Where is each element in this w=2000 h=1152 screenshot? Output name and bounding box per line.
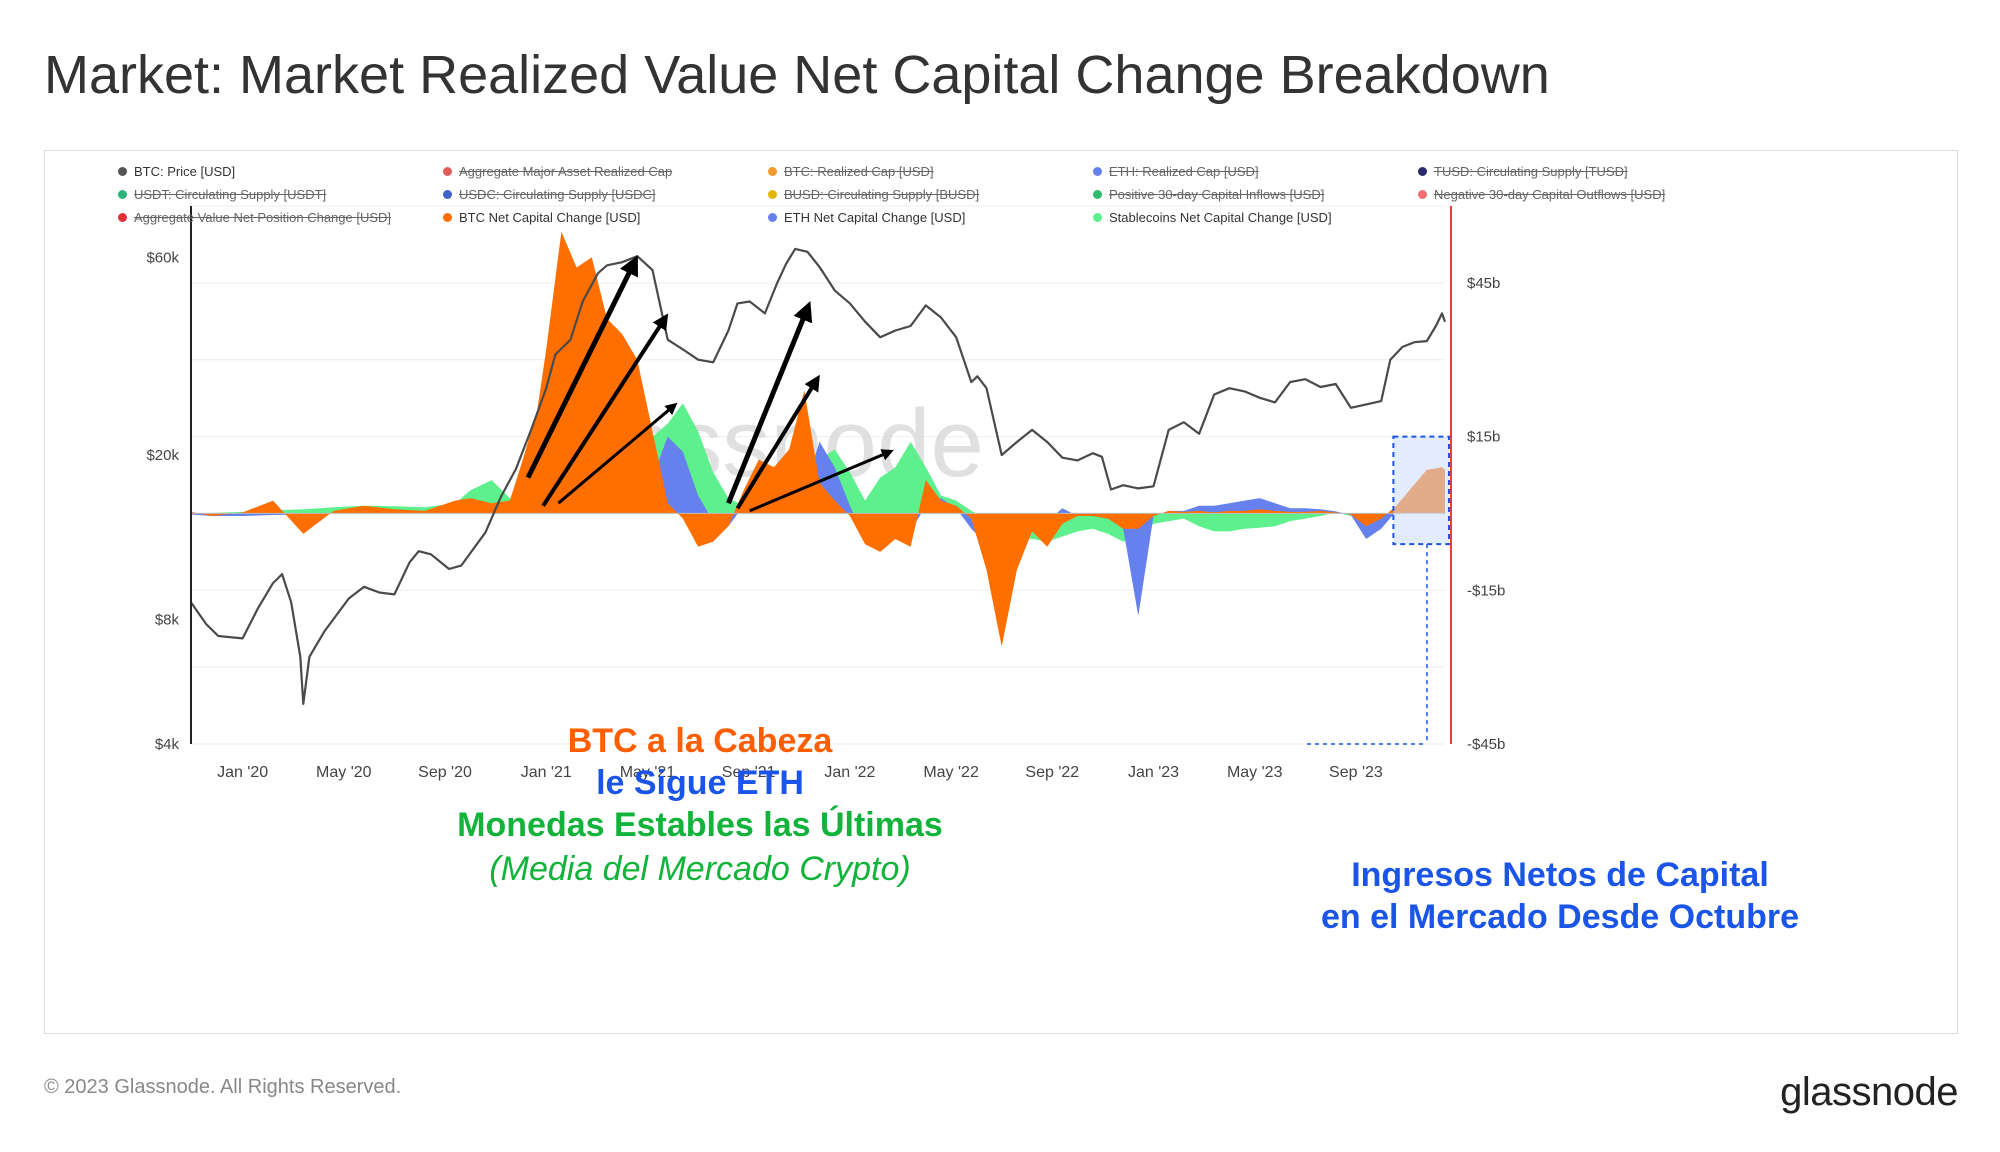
left-tick-label: $4k	[155, 736, 180, 753]
legend-item-tusd-supply[interactable]: TUSD: Circulating Supply [TUSD]	[1418, 164, 1628, 179]
legend-item-eth-net-capital[interactable]: ETH Net Capital Change [USD]	[768, 210, 965, 225]
legend-dot-icon	[1093, 213, 1102, 222]
legend-item-btc-realized-cap[interactable]: BTC: Realized Cap [USD]	[768, 164, 934, 179]
annotation-inflows-line1: Ingresos Netos de Capital	[1351, 856, 1769, 894]
legend-item-btc-price[interactable]: BTC: Price [USD]	[118, 164, 235, 179]
legend-dot-icon	[1093, 190, 1102, 199]
x-tick-label: Sep '23	[1329, 764, 1383, 781]
annotation-btc-leads: BTC a la Cabeza	[567, 722, 833, 760]
trend-arrow	[541, 313, 669, 507]
legend-dot-icon	[768, 213, 777, 222]
legend-dot-icon	[443, 190, 452, 199]
trend-arrow	[726, 301, 813, 505]
x-tick-label: May '23	[1227, 764, 1283, 781]
right-tick-label: $45b	[1467, 275, 1500, 292]
page-title: Market: Market Realized Value Net Capita…	[44, 45, 1550, 105]
legend-dot-icon	[768, 190, 777, 199]
x-tick-label: May '20	[316, 764, 372, 781]
glassnode-logo[interactable]: glassnode	[1780, 1070, 1958, 1114]
annotation-stables-last: Monedas Estables las Últimas	[457, 806, 943, 844]
legend-item-busd-supply[interactable]: BUSD: Circulating Supply [BUSD]	[768, 187, 979, 202]
x-tick-label: Jan '21	[521, 764, 572, 781]
left-tick-label: $20k	[146, 447, 179, 464]
annotation-market-average: (Media del Mercado Crypto)	[489, 850, 911, 888]
trend-arrow	[735, 374, 820, 510]
legend-item-aggregate-net-position[interactable]: Aggregate Value Net Position Change [USD…	[118, 210, 391, 225]
right-tick-label: -$15b	[1467, 582, 1505, 599]
trend-arrow	[749, 449, 894, 513]
area-series-eth	[191, 436, 1445, 616]
legend-dot-icon	[768, 167, 777, 176]
legend-dot-icon	[1093, 167, 1102, 176]
left-tick-label: $8k	[155, 612, 180, 629]
legend-item-stable-net-capital[interactable]: Stablecoins Net Capital Change [USD]	[1093, 210, 1332, 225]
annotation-inflows-line2: en el Mercado Desde Octubre	[1320, 898, 1800, 936]
legend-dot-icon	[118, 213, 127, 222]
legend-item-usdc-supply[interactable]: USDC: Circulating Supply [USDC]	[443, 187, 656, 202]
right-tick-label: $15b	[1467, 429, 1500, 446]
legend-item-positive-inflows[interactable]: Positive 30-day Capital Inflows [USD]	[1093, 187, 1324, 202]
right-tick-label: -$45b	[1467, 736, 1505, 753]
legend-item-usdt-supply[interactable]: USDT: Circulating Supply [USDT]	[118, 187, 326, 202]
chart-panel: glassnode $60k $20k $8k $4k $45b $15b -$15b -$45…	[44, 150, 1958, 1034]
legend-item-eth-realized-cap[interactable]: ETH: Realized Cap [USD]	[1093, 164, 1259, 179]
x-tick-label: Jan '22	[824, 764, 875, 781]
legend-dot-icon	[1418, 167, 1427, 176]
copyright-footer: © 2023 Glassnode. All Rights Reserved.	[44, 1076, 402, 1098]
highlight-box	[1392, 435, 1450, 546]
x-tick-label: Sep '22	[1025, 764, 1079, 781]
x-tick-label: Jan '23	[1128, 764, 1179, 781]
x-tick-label: May '22	[923, 764, 979, 781]
legend-item-btc-net-capital[interactable]: BTC Net Capital Change [USD]	[443, 210, 640, 225]
legend-dot-icon	[118, 190, 127, 199]
x-tick-label: May '21	[620, 764, 676, 781]
legend-dot-icon	[443, 167, 452, 176]
trend-arrow	[557, 402, 678, 505]
chart-svg: glassnode$60k$20k$8k$4k$45b$15b-$15b-$45…	[146, 205, 1505, 781]
left-tick-label: $60k	[146, 250, 179, 267]
legend-item-negative-outflows[interactable]: Negative 30-day Capital Outflows [USD]	[1418, 187, 1665, 202]
trend-arrow	[525, 255, 638, 479]
legend-dot-icon	[443, 213, 452, 222]
x-tick-label: Sep '21	[722, 764, 776, 781]
legend-dot-icon	[1418, 190, 1427, 199]
legend-dot-icon	[118, 167, 127, 176]
legend-item-aggregate-realized-cap[interactable]: Aggregate Major Asset Realized Cap	[443, 164, 672, 179]
x-tick-label: Sep '20	[418, 764, 472, 781]
price-line	[190, 247, 1447, 705]
x-tick-label: Jan '20	[217, 764, 268, 781]
annotation-eth-follows: le Sigue ETH	[596, 764, 804, 802]
